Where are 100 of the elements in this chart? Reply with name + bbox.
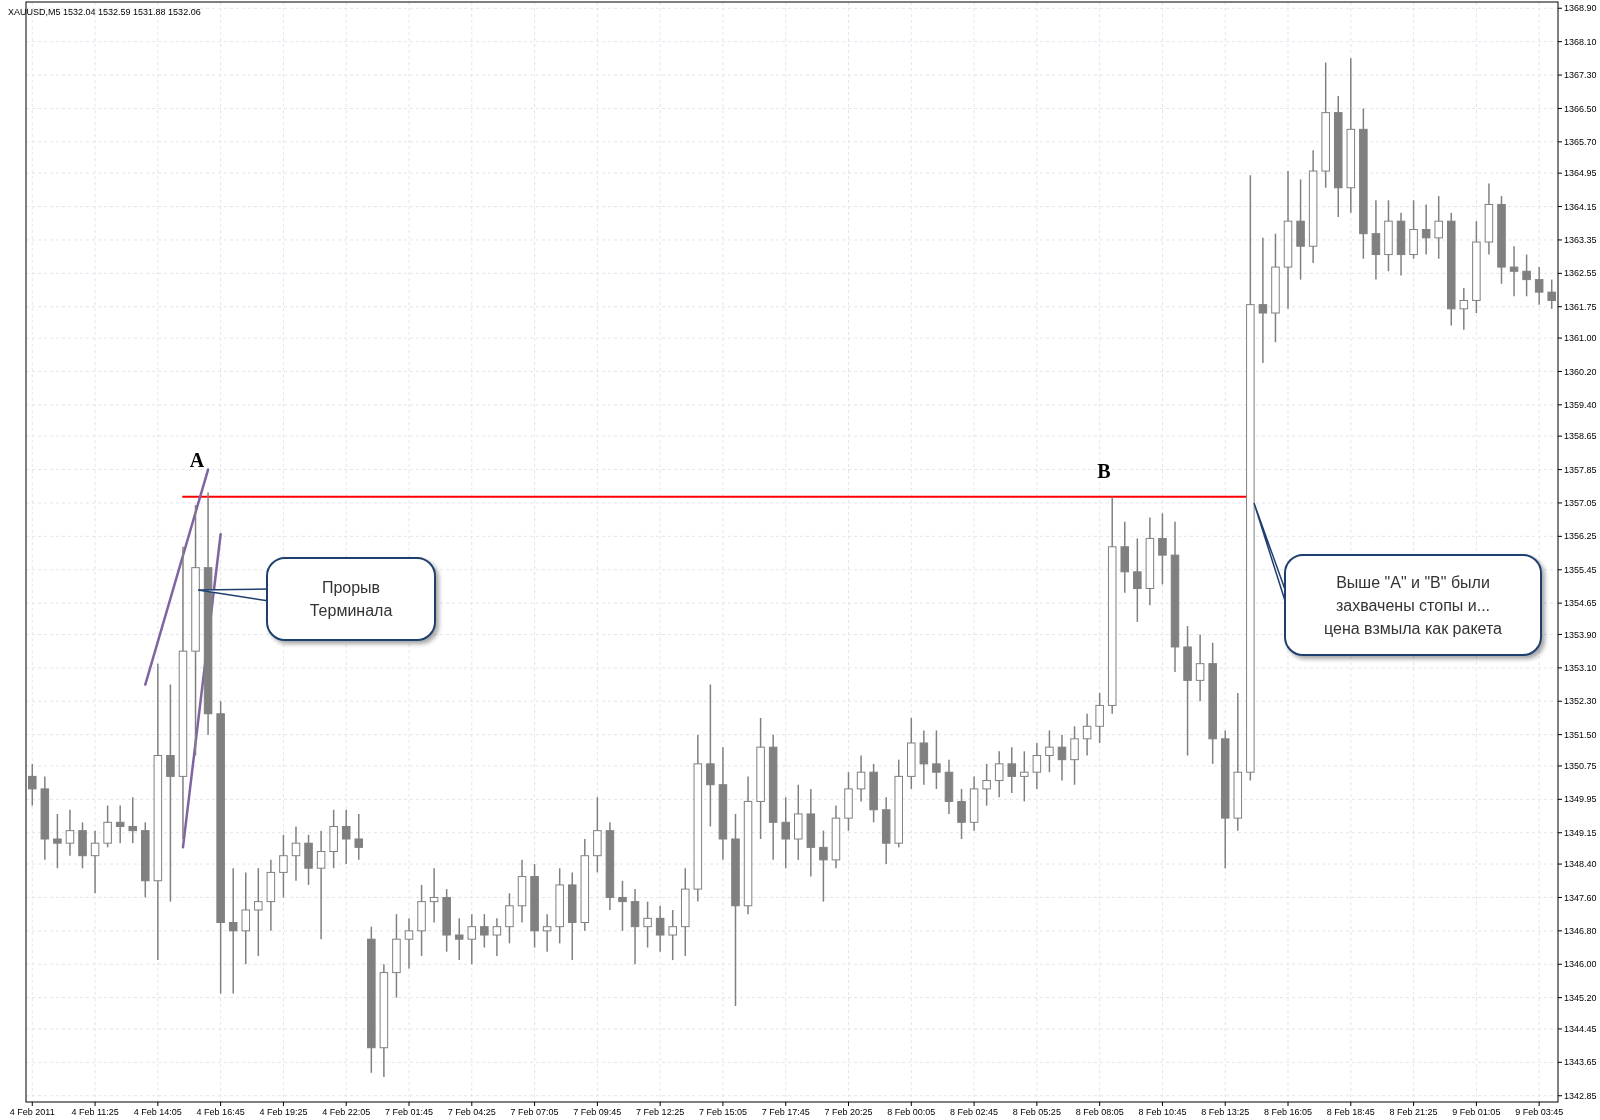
annotation: Выше "A" и "B" были захвачены стопы и... цена взмыла как ракета [1324,573,1503,637]
x-tick-label: 8 Feb 08:05 [1075,1107,1124,1117]
y-tick-label: 1364.15 [1564,201,1597,212]
candlestick [668,909,677,961]
candlestick [291,825,301,882]
y-tick-label: 1357.85 [1564,464,1597,475]
candlestick [404,917,414,970]
text: XAUUSD,M5 1532.04 1532.59 1531.88 1532.06 [8,7,201,17]
candlestick [65,809,75,857]
candlestick [115,804,125,844]
candlestick [166,683,175,903]
candlestick [643,900,652,949]
candlestick [655,905,665,953]
y-tick-label: 1354.65 [1564,598,1597,609]
x-tick-label: 7 Feb 01:45 [384,1107,434,1117]
candlestick [28,763,37,807]
x-tick-label: 8 Feb 13:25 [1201,1107,1250,1117]
x-tick-label: 7 Feb 04:25 [447,1107,496,1117]
x-tick-label: 7 Feb 07:05 [510,1107,559,1117]
candlestick [505,892,514,945]
candlestick [53,813,62,869]
y-tick-label: 1350.75 [1564,761,1597,772]
candlestick [1195,633,1205,702]
y-tick-label: 1368.90 [1564,3,1597,14]
candlestick [228,867,238,995]
candlestick [480,913,489,949]
y-tick-label: 1361.00 [1564,333,1597,344]
y-tick-label: 1353.10 [1564,662,1597,673]
y-tick-label: 1355.45 [1564,564,1597,575]
y-tick-label: 1362.55 [1564,268,1597,279]
y-tick-label: 1342.85 [1564,1090,1597,1101]
y-tick-label: 1345.20 [1564,992,1597,1003]
x-tick-label: 7 Feb 17:45 [761,1107,810,1117]
candlestick [1007,746,1017,794]
y-tick-label: 1349.95 [1564,794,1597,805]
candlestick [1421,203,1431,256]
candlestick [982,763,991,807]
candlestick [90,829,100,895]
candlestick [781,796,790,869]
x-tick-label: 8 Feb 10:45 [1138,1107,1187,1117]
x-tick-label: 4 Feb 22:05 [322,1107,371,1117]
x-tick-label: 7 Feb 12:25 [636,1107,685,1117]
y-tick-label: 1367.30 [1564,70,1597,81]
candlestick [932,729,941,790]
candlestick [1045,729,1054,773]
candlestick [1133,537,1142,623]
candlestick [1522,253,1531,298]
candlestick [706,683,715,828]
candlestick [1258,237,1268,364]
y-tick-label: 1348.40 [1564,859,1597,870]
y-tick-label: 1353.90 [1564,629,1597,640]
candlestick [254,867,263,957]
y-tick-label: 1343.65 [1564,1057,1597,1068]
candlestick [316,829,326,940]
x-tick-label: 7 Feb 09:45 [573,1107,622,1117]
x-tick-label: 9 Feb 03:45 [1515,1107,1564,1117]
candlestick [1534,266,1544,306]
x-tick-label: 4 Feb 19:25 [259,1107,308,1117]
x-tick-label: 8 Feb 05:25 [1012,1107,1061,1117]
candlestick [1070,725,1079,786]
x-tick-label: 7 Feb 15:05 [698,1107,747,1117]
x-tick-label: 8 Feb 00:05 [887,1107,936,1117]
y-tick-label: 1360.20 [1564,366,1597,377]
y-tick-label: 1347.60 [1564,892,1597,903]
candlestick [103,804,112,849]
candlestick [1509,245,1519,298]
candlestick [1547,278,1556,310]
annotation: B [1097,460,1111,482]
candlestick [819,829,828,903]
candlestick [467,913,477,965]
y-tick-label: 1365.70 [1564,137,1597,147]
annotation: Прорыв Терминала [309,579,393,620]
candlestick [1095,692,1104,744]
y-tick-label: 1352.30 [1564,696,1597,707]
y-tick-label: 1357.05 [1564,498,1597,509]
x-tick-label: 8 Feb 16:05 [1263,1107,1313,1117]
candlestick [618,880,627,932]
x-tick-label: 4 Feb 14:05 [133,1107,182,1117]
candlestick [241,871,251,965]
y-tick-label: 1361.75 [1564,301,1597,312]
x-tick-label: 7 Feb 20:25 [824,1107,873,1117]
y-tick-label: 1359.40 [1564,400,1597,410]
x-tick-label: 8 Feb 21:25 [1389,1107,1438,1117]
candlestick [354,813,364,861]
y-tick-label: 1346.00 [1564,959,1597,970]
candlestick [1082,713,1092,757]
x-tick-label: 9 Feb 01:05 [1452,1107,1501,1117]
y-tick-label: 1358.65 [1564,431,1597,442]
candlestick [542,913,552,953]
candlestick [1057,733,1067,782]
y-tick-label: 1344.45 [1564,1024,1597,1035]
candlestick [1020,750,1029,803]
candlestick [1434,195,1443,260]
y-tick-label: 1349.15 [1564,827,1597,838]
y-tick-label: 1351.50 [1564,729,1597,740]
y-tick-label: 1368.10 [1564,36,1597,47]
candlestick [1459,287,1469,331]
x-tick-label: 8 Feb 02:45 [950,1107,999,1117]
y-tick-label: 1364.95 [1564,168,1597,179]
x-tick-label: 8 Feb 18:45 [1326,1107,1375,1117]
